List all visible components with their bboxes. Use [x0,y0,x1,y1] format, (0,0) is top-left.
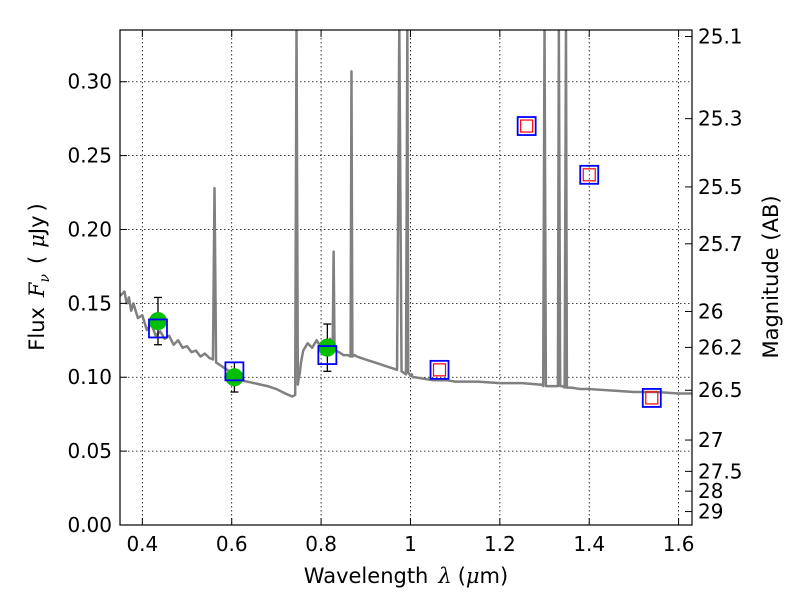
model-point-inner [520,119,534,133]
model-point [429,359,450,380]
x-axis-unit-rest: m) [480,564,509,588]
model-point-inner [645,391,659,405]
x-axis-unit-open: ( [458,564,466,588]
y2-tick-label: 26.2 [698,335,743,359]
y-tick-label: 0.25 [67,144,112,168]
model-point [317,345,338,365]
observed-point [318,338,337,357]
model-point [224,361,245,382]
x-axis-label: Wavelength λ (μm) [304,564,508,588]
observed-point [148,312,167,331]
x-tick-label: 0.4 [126,532,158,556]
model-point [148,318,168,339]
y2-tick-label: 27.5 [698,459,743,483]
model-point [516,116,537,136]
y2-tick-label: 25.1 [698,25,743,49]
x-axis-symbol: λ [437,564,451,588]
plot-frame [119,29,693,526]
x-tick-label: 1.2 [484,532,516,556]
y-axis-label-text: Flux [25,307,49,351]
y2-tick-label: 29 [698,500,723,524]
x-tick-label: 1 [404,532,417,556]
y-axis-unit-rest: Jy [25,215,49,236]
y2-tick-label: 27 [698,428,723,452]
y-tick-label: 0.30 [67,70,112,94]
y2-tick-label: 25.7 [698,232,743,256]
y2-tick-label: 26.5 [698,378,743,402]
y2-tick-label: 26 [698,299,723,323]
axes [119,29,693,526]
y-axis-subscript: ν [37,273,53,282]
y-axis-unit-close: ) [25,203,49,211]
plot-area [120,30,692,408]
x-tick-label: 0.8 [305,532,337,556]
y-tick-label: 0.20 [67,217,112,241]
model-point [579,164,600,185]
y-tick-label: 0.05 [67,439,112,463]
y-axis-symbol: F [25,281,49,298]
x-axis-unit-mu: μ [466,564,480,588]
model-point-inner [432,363,447,377]
x-tick-label: 1.6 [663,532,695,556]
x-axis-label-text: Wavelength [304,564,429,588]
y-tick-label: 0.10 [67,365,112,389]
spectrum-line [120,30,692,398]
observed-point [225,368,244,387]
y-tick-label: 0.15 [67,291,112,315]
y-axis-unit-open: ( [25,256,49,264]
y-axis-unit-mu: μ [25,234,49,248]
x-tick-label: 0.6 [216,532,248,556]
y2-tick-label: 28 [698,479,723,503]
y2-tick-label: 25.5 [698,175,743,199]
y2-tick-label: 25.3 [698,107,743,131]
model-point-inner [582,168,596,182]
model-point [641,388,662,408]
y-tick-label: 0.00 [67,513,112,537]
y-axis-label: Flux Fν ( μJy) [25,203,53,350]
tick-labels: 0.4 0.6 0.8 1 1.2 1.4 1.6 0.00 0.05 0.10 0.15 0.20 0… [67,25,742,556]
x-tick-label: 1.4 [573,532,605,556]
y2-axis-label: Magnitude (AB) [759,195,783,358]
